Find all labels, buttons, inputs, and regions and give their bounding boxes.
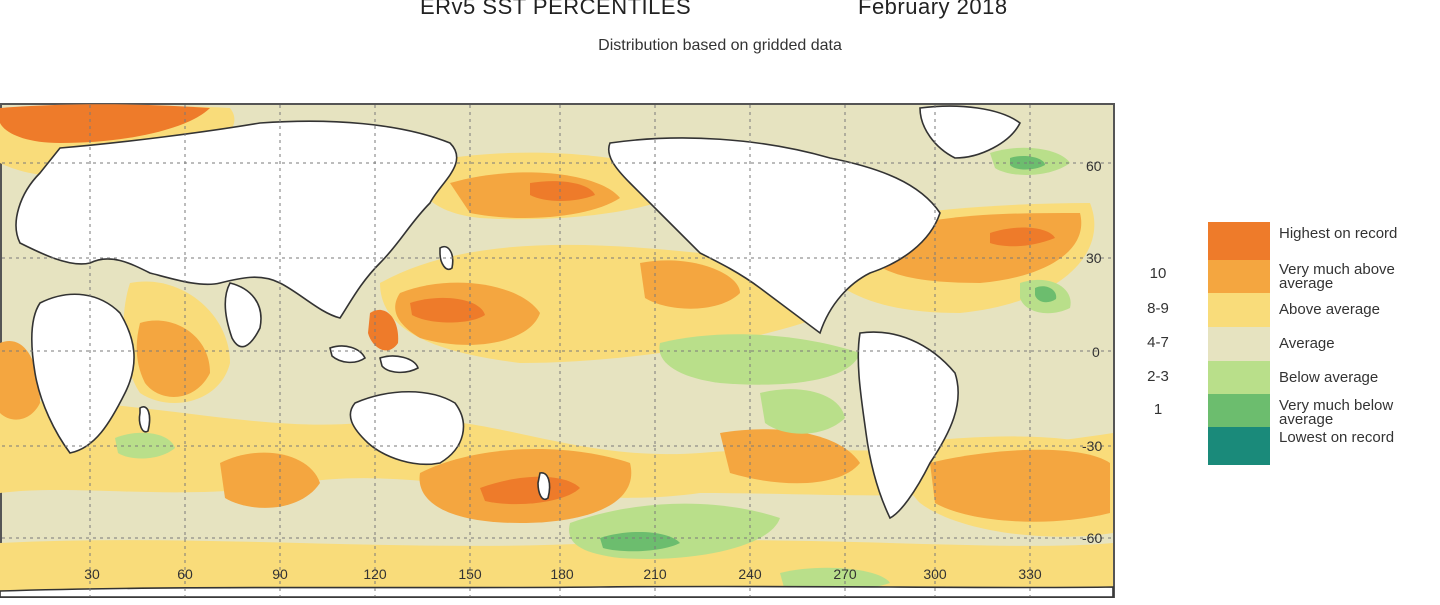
chart-date: February 2018 bbox=[858, 0, 1008, 19]
lat-label-minus-60: -60 bbox=[1082, 530, 1102, 546]
lon-label-300: 300 bbox=[923, 566, 947, 582]
legend: Highest on record 10 Very much above ave… bbox=[1116, 103, 1438, 597]
very-below-atlantic bbox=[1035, 286, 1057, 303]
legend-swatch-lowest bbox=[1208, 427, 1270, 465]
legend-swatch-below bbox=[1208, 361, 1270, 399]
land-africa bbox=[30, 293, 135, 454]
lat-label-30: 30 bbox=[1086, 250, 1102, 266]
land-antarctica bbox=[0, 585, 1114, 598]
very-above-south-atlantic bbox=[930, 449, 1110, 522]
land-masses bbox=[0, 105, 1114, 598]
lat-label-minus-30: -30 bbox=[1082, 438, 1102, 454]
legend-number-8-9: 8-9 bbox=[1147, 300, 1169, 317]
record-arctic bbox=[0, 104, 210, 143]
below-average-southeast-pacific bbox=[760, 389, 845, 434]
land-greenland bbox=[919, 105, 1022, 159]
lon-label-210: 210 bbox=[643, 566, 667, 582]
very-above-west-edge bbox=[0, 341, 40, 420]
lat-label-0: 0 bbox=[1092, 344, 1100, 360]
legend-number-2-3: 2-3 bbox=[1147, 368, 1169, 385]
lon-label-150: 150 bbox=[458, 566, 482, 582]
legend-swatch-very-above bbox=[1208, 260, 1270, 298]
latitude-labels: 60 30 0 -30 -60 bbox=[1082, 158, 1102, 546]
record-maritime bbox=[368, 309, 399, 351]
legend-number-1: 1 bbox=[1153, 401, 1163, 418]
lon-label-180: 180 bbox=[550, 566, 574, 582]
land-india bbox=[224, 282, 262, 348]
land-madagascar bbox=[138, 406, 151, 433]
chart-subtitle: Distribution based on gridded data bbox=[598, 37, 842, 54]
land-new-zealand bbox=[537, 472, 551, 501]
legend-label-very-above: Very much above average bbox=[1279, 261, 1395, 292]
legend-label-lowest: Lowest on record bbox=[1279, 429, 1395, 446]
legend-label-very-below: Very much below average bbox=[1279, 397, 1394, 428]
land-australia bbox=[349, 391, 465, 466]
record-north-atlantic bbox=[990, 227, 1055, 247]
very-above-south-indian bbox=[220, 452, 320, 508]
very-below-southern-pacific bbox=[600, 531, 680, 552]
legend-swatch-average bbox=[1208, 327, 1270, 365]
very-below-north-atlantic bbox=[1010, 155, 1045, 170]
very-above-central-north-pacific bbox=[640, 260, 740, 309]
very-above-indian bbox=[136, 320, 210, 397]
record-west-pacific bbox=[410, 297, 485, 323]
legend-swatch-very-below bbox=[1208, 394, 1270, 432]
very-above-south-pacific bbox=[720, 429, 860, 484]
sst-map: 30 60 90 120 150 180 210 240 270 300 330… bbox=[0, 103, 1440, 600]
land-indonesia bbox=[329, 345, 367, 364]
legend-label-average: Average bbox=[1279, 335, 1335, 352]
legend-swatch-above bbox=[1208, 293, 1270, 331]
sst-map-svg: 30 60 90 120 150 180 210 240 270 300 330… bbox=[0, 103, 1115, 598]
chart-title: ERv5 SST PERCENTILES bbox=[420, 0, 692, 19]
land-north-america bbox=[608, 137, 941, 335]
lon-label-330: 330 bbox=[1018, 566, 1042, 582]
land-japan bbox=[439, 246, 454, 271]
land-south-america bbox=[857, 331, 959, 520]
legend-swatch-highest bbox=[1208, 222, 1270, 260]
legend-number-4-7: 4-7 bbox=[1147, 334, 1169, 351]
below-average-equatorial-pacific bbox=[659, 334, 860, 385]
lon-label-240: 240 bbox=[738, 566, 762, 582]
lon-label-120: 120 bbox=[363, 566, 387, 582]
lon-label-60: 60 bbox=[177, 566, 193, 582]
land-eurasia bbox=[15, 120, 458, 319]
lat-label-60: 60 bbox=[1086, 158, 1102, 174]
legend-label-below: Below average bbox=[1279, 369, 1379, 386]
legend-label-highest: Highest on record bbox=[1279, 225, 1398, 242]
lon-label-30: 30 bbox=[84, 566, 100, 582]
record-tasman bbox=[480, 476, 580, 505]
legend-label-above: Above average bbox=[1279, 301, 1380, 318]
lon-label-270: 270 bbox=[833, 566, 857, 582]
lon-label-90: 90 bbox=[272, 566, 288, 582]
legend-number-10: 10 bbox=[1149, 265, 1167, 282]
record-north-pacific bbox=[530, 181, 595, 201]
longitude-labels: 30 60 90 120 150 180 210 240 270 300 330 bbox=[84, 566, 1042, 582]
land-new-guinea bbox=[379, 355, 419, 374]
graticule bbox=[2, 105, 1113, 596]
